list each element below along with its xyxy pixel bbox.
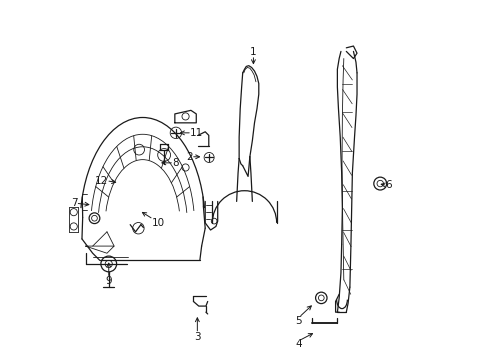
Text: 7: 7	[71, 198, 77, 208]
Text: 10: 10	[151, 217, 164, 228]
Text: 2: 2	[186, 152, 192, 162]
Text: 8: 8	[172, 158, 179, 168]
Text: 6: 6	[385, 180, 391, 190]
Text: 9: 9	[105, 276, 112, 287]
Text: 1: 1	[249, 47, 256, 57]
Text: 4: 4	[295, 339, 302, 349]
Text: 12: 12	[95, 176, 108, 186]
Text: 3: 3	[194, 332, 200, 342]
Text: 11: 11	[190, 128, 203, 138]
Text: 5: 5	[295, 316, 302, 326]
